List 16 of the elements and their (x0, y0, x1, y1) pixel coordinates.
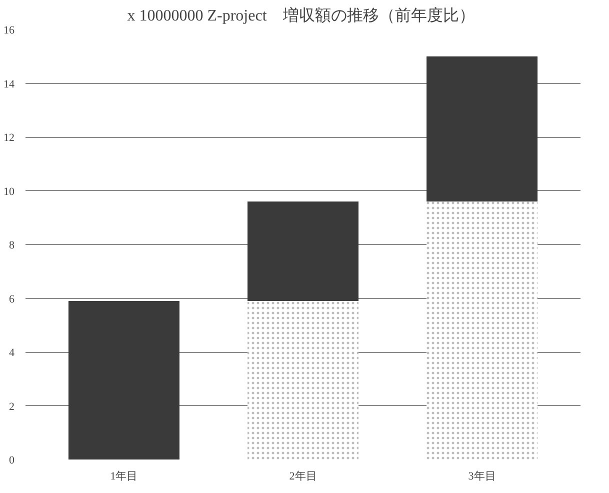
bar (426, 56, 538, 202)
y-tick-label: 8 (9, 240, 15, 252)
y-tick-label: 12 (4, 132, 14, 144)
bar (68, 300, 180, 460)
y-tick-label: 2 (9, 400, 14, 413)
x-tick-label: 2年目 (289, 470, 317, 482)
x-tick-label: 1年目 (110, 470, 138, 482)
y-tick-label: 16 (4, 24, 15, 36)
y-tick-label: 10 (4, 186, 15, 198)
y-tick-label: 6 (9, 293, 15, 306)
x-tick-label: 3年目 (468, 470, 496, 482)
text: x 10000000 Z-project 増収額の推移（前年度比） (127, 8, 475, 24)
y-tick-label: 4 (9, 347, 15, 359)
y-tick-label: 0 (9, 454, 15, 466)
bar (248, 202, 358, 301)
y-tick-label: 14 (4, 78, 15, 90)
